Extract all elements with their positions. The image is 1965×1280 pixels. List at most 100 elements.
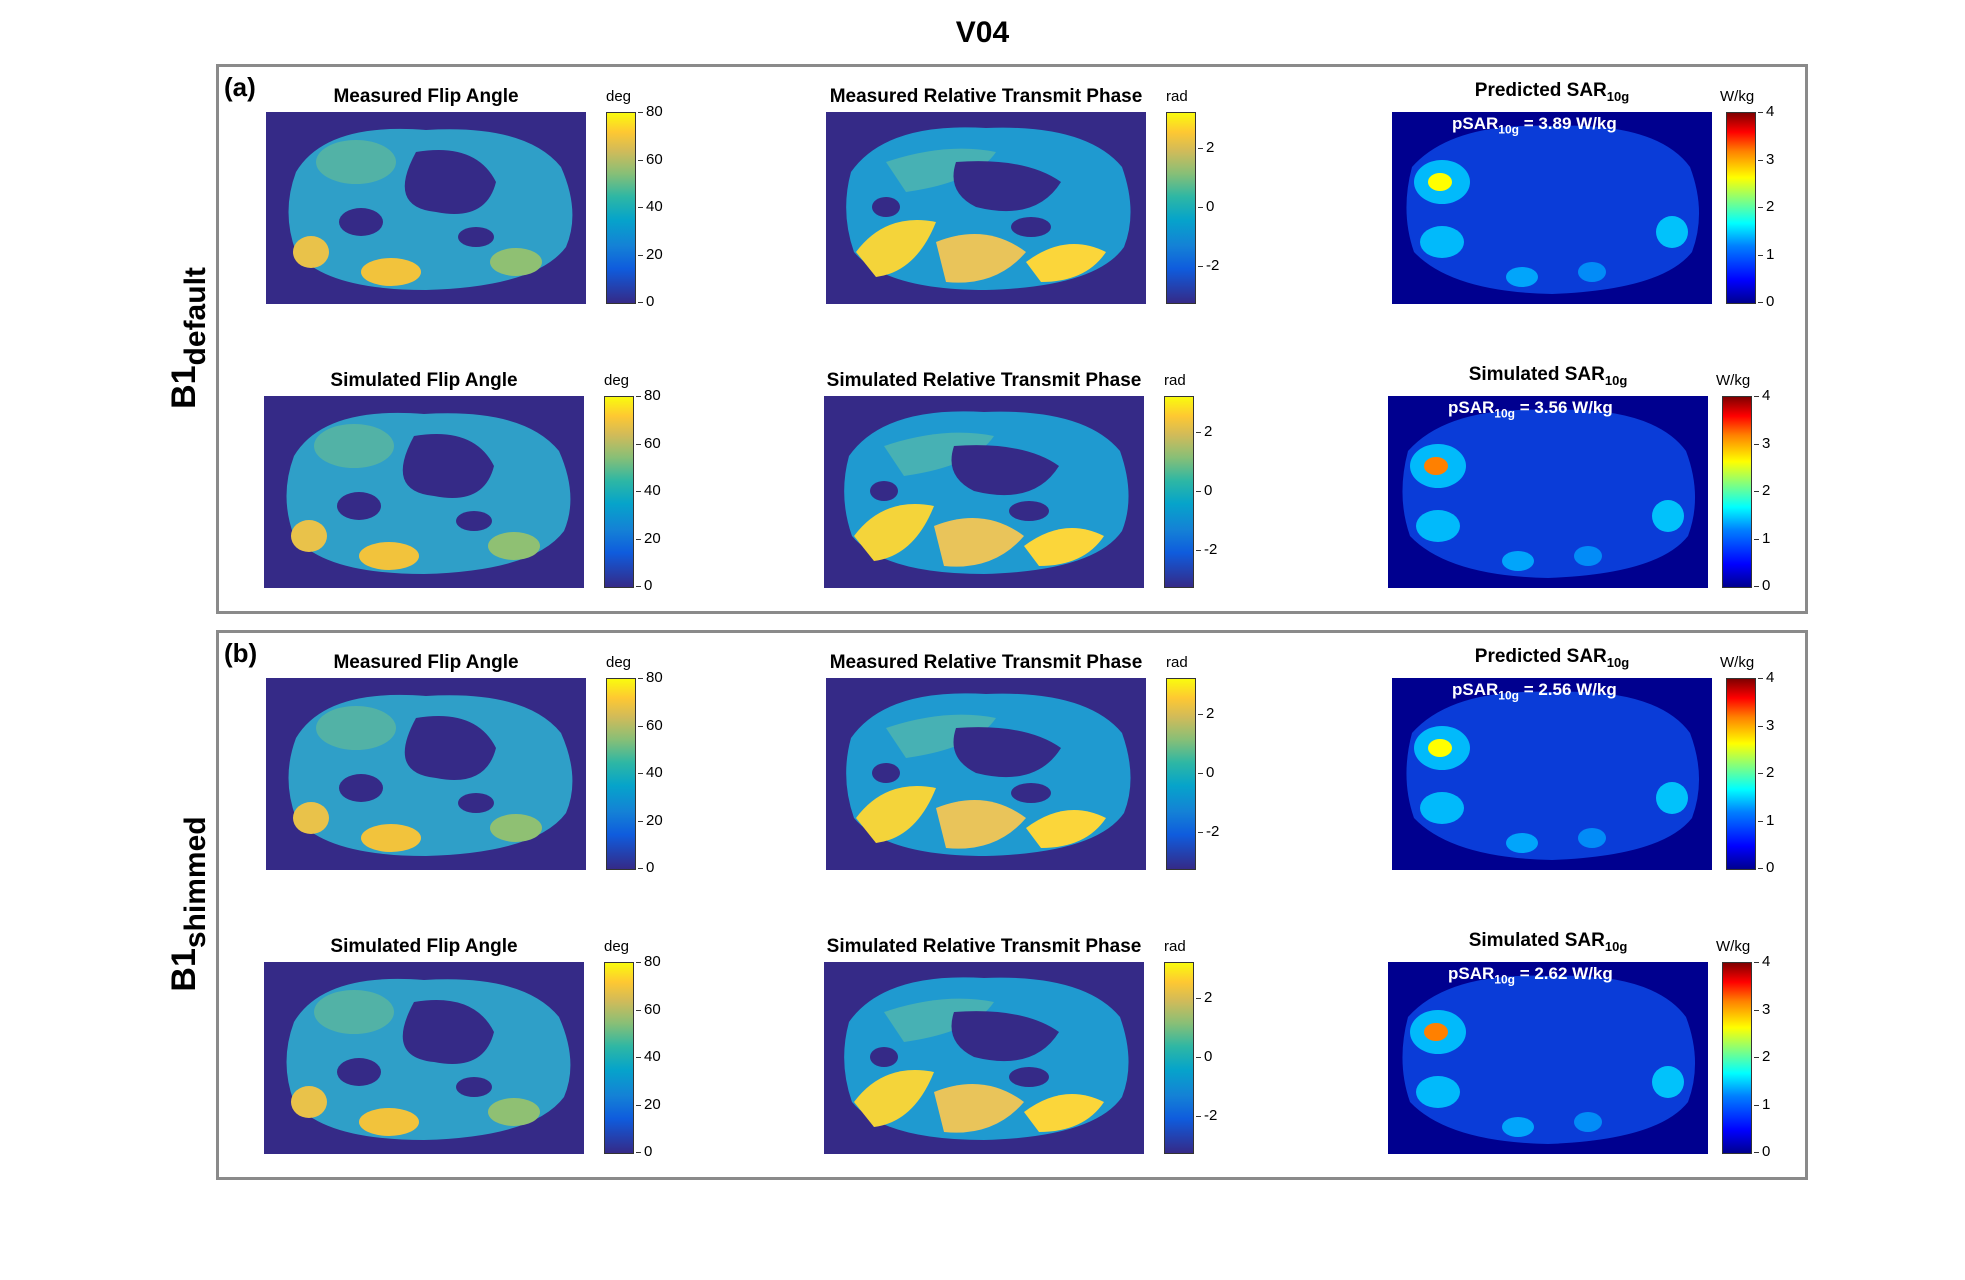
colorbar	[1166, 678, 1196, 870]
psar-annotation: pSAR10g = 3.89 W/kg	[1452, 114, 1617, 137]
subplot-title: Measured Relative Transmit Phase	[829, 652, 1143, 673]
row-label-shimmed: B1shimmed	[165, 816, 212, 992]
panel-b-frame	[216, 630, 1808, 1180]
colorbar	[606, 112, 636, 304]
colorbar-tick-label: 2	[1197, 139, 1215, 157]
colorbar-tick-label: 0	[1757, 859, 1775, 876]
colorbar	[1722, 396, 1752, 588]
colorbar-tick-label: 3	[1753, 434, 1771, 452]
colorbar	[604, 396, 634, 588]
colorbar-tick-label: 40	[636, 482, 661, 499]
colorbar-tick-label: 80	[636, 387, 661, 404]
colorbar	[1726, 112, 1756, 304]
colorbar-tick-label: 3	[1757, 716, 1775, 734]
colorbar-tick-label: 2	[1195, 423, 1213, 441]
colorbar-tick-label: 2	[1197, 705, 1215, 723]
colorbar-tick-label: 4	[1757, 669, 1775, 686]
colorbar-tick-label: 0	[1197, 764, 1215, 781]
heatmap-image	[824, 396, 1144, 588]
subplot-title: Simulated Relative Transmit Phase	[826, 936, 1142, 957]
subplot-title: Simulated Relative Transmit Phase	[826, 370, 1142, 391]
heatmap-image	[266, 678, 586, 870]
colorbar-tick-label: 0	[1753, 577, 1771, 594]
colorbar-unit: W/kg	[1716, 938, 1751, 955]
colorbar-tick-label: -2	[1197, 822, 1220, 840]
colorbar-tick-label: 2	[1757, 764, 1775, 781]
heatmap-image	[1392, 678, 1712, 870]
subplot-title: Simulated SAR10g	[1468, 364, 1628, 388]
psar-annotation: pSAR10g = 3.56 W/kg	[1448, 398, 1613, 421]
colorbar-tick-label: 60	[638, 150, 663, 168]
colorbar	[1722, 962, 1752, 1154]
colorbar	[1726, 678, 1756, 870]
colorbar-unit: rad	[1166, 88, 1188, 105]
colorbar-tick-label: 4	[1753, 387, 1771, 404]
subplot-title: Simulated Flip Angle	[330, 936, 518, 957]
colorbar-unit: deg	[604, 372, 630, 389]
colorbar-tick-label: 0	[1195, 482, 1213, 499]
colorbar-tick-label: -2	[1195, 1106, 1218, 1124]
colorbar	[1164, 962, 1194, 1154]
colorbar-tick-label: 1	[1757, 245, 1775, 263]
colorbar-tick-label: 80	[636, 953, 661, 970]
colorbar	[604, 962, 634, 1154]
heatmap-image	[1388, 396, 1708, 588]
colorbar-tick-label: 0	[635, 1143, 653, 1160]
subplot-title: Measured Flip Angle	[333, 86, 519, 107]
subplot-title: Predicted SAR10g	[1474, 80, 1630, 104]
colorbar-unit: rad	[1166, 654, 1188, 671]
colorbar-tick-label: 1	[1753, 1095, 1771, 1113]
colorbar-tick-label: 40	[638, 764, 663, 781]
colorbar-tick-label: 40	[638, 198, 663, 215]
colorbar-tick-label: 80	[638, 669, 663, 686]
colorbar	[1164, 396, 1194, 588]
panel-a-frame	[216, 64, 1808, 614]
colorbar-tick-label: 2	[1195, 989, 1213, 1007]
colorbar-tick-label: -2	[1195, 540, 1218, 558]
subplot-title: Measured Flip Angle	[333, 652, 519, 673]
psar-annotation: pSAR10g = 2.56 W/kg	[1452, 680, 1617, 703]
colorbar-unit: deg	[606, 88, 632, 105]
colorbar-unit: W/kg	[1720, 88, 1755, 105]
colorbar-tick-label: 0	[1753, 1143, 1771, 1160]
colorbar-unit: deg	[604, 938, 630, 955]
heatmap-image	[266, 112, 586, 304]
colorbar-unit: rad	[1164, 372, 1186, 389]
colorbar-tick-label: 2	[1757, 198, 1775, 215]
subplot-title: Measured Relative Transmit Phase	[829, 86, 1143, 107]
colorbar-tick-label: 20	[636, 1095, 661, 1113]
colorbar-tick-label: 1	[1753, 529, 1771, 547]
heatmap-image	[264, 396, 584, 588]
colorbar-tick-label: 80	[638, 103, 663, 120]
colorbar-tick-label: -2	[1197, 256, 1220, 274]
colorbar-tick-label: 2	[1753, 1048, 1771, 1065]
figure-title: V04	[955, 16, 1010, 49]
colorbar-tick-label: 2	[1753, 482, 1771, 499]
colorbar-unit: W/kg	[1716, 372, 1751, 389]
colorbar-tick-label: 4	[1757, 103, 1775, 120]
heatmap-image	[824, 962, 1144, 1154]
subplot-title: Simulated Flip Angle	[330, 370, 518, 391]
colorbar	[1166, 112, 1196, 304]
colorbar-tick-label: 20	[638, 245, 663, 263]
colorbar-unit: W/kg	[1720, 654, 1755, 671]
colorbar-tick-label: 0	[1757, 293, 1775, 310]
heatmap-image	[826, 678, 1146, 870]
heatmap-image	[264, 962, 584, 1154]
colorbar-tick-label: 3	[1753, 1000, 1771, 1018]
colorbar-tick-label: 60	[636, 434, 661, 452]
colorbar-tick-label: 60	[638, 716, 663, 734]
colorbar-tick-label: 0	[637, 293, 655, 310]
colorbar-tick-label: 0	[1197, 198, 1215, 215]
colorbar-tick-label: 1	[1757, 811, 1775, 829]
heatmap-image	[1392, 112, 1712, 304]
colorbar-tick-label: 4	[1753, 953, 1771, 970]
panel-a-letter: (a)	[224, 72, 256, 102]
row-label-default: B1default	[165, 267, 212, 409]
colorbar-unit: deg	[606, 654, 632, 671]
subplot-title: Predicted SAR10g	[1474, 646, 1630, 670]
colorbar-tick-label: 20	[638, 811, 663, 829]
colorbar-tick-label: 20	[636, 529, 661, 547]
colorbar-tick-label: 40	[636, 1048, 661, 1065]
colorbar-unit: rad	[1164, 938, 1186, 955]
